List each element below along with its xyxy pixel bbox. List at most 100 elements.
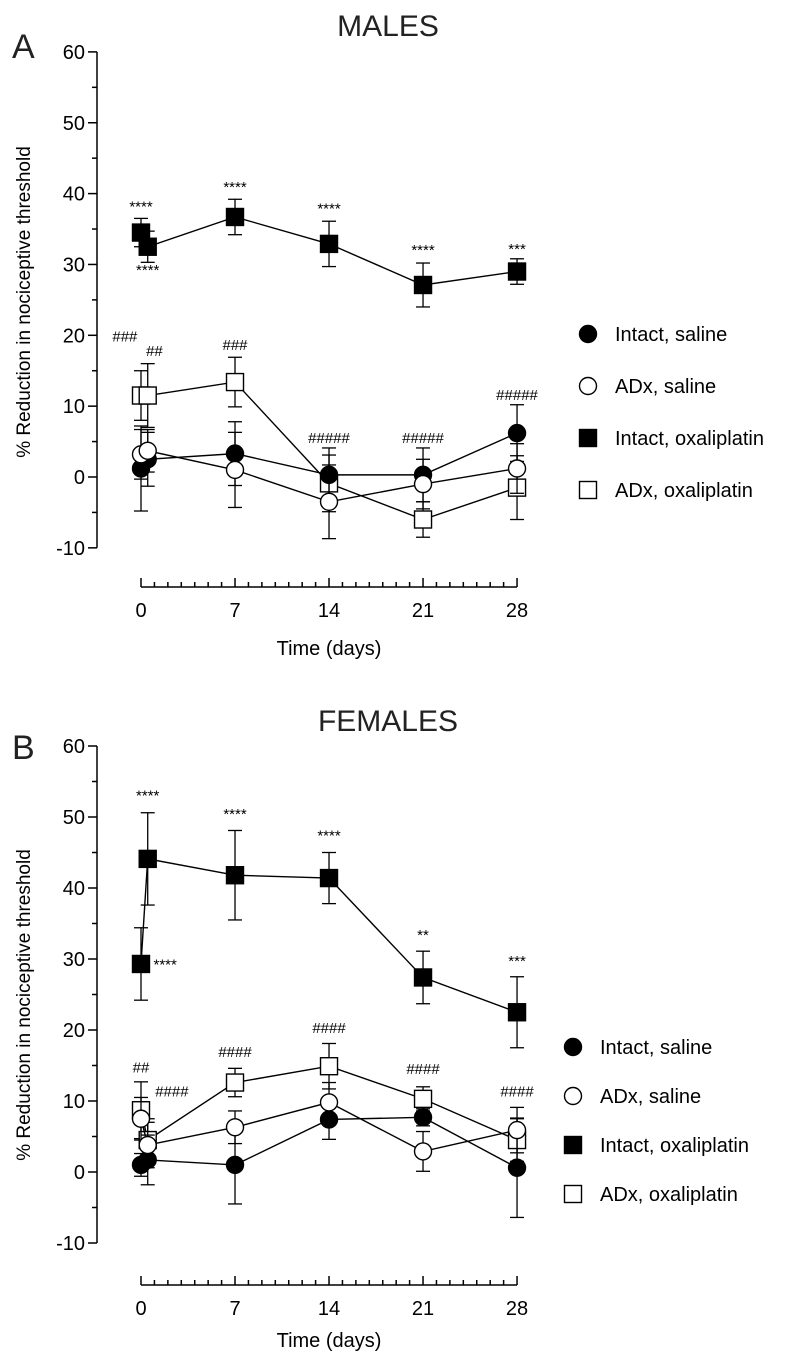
significance-annotation: #### [406, 1061, 440, 1078]
data-point [225, 460, 245, 480]
legend-item: ADx, saline [563, 1086, 701, 1108]
series-adx-saline [131, 428, 527, 540]
data-point [131, 1109, 151, 1128]
x-tick-label: 21 [412, 1298, 434, 1320]
significance-annotation: **** [153, 957, 177, 974]
data-point [507, 1120, 527, 1140]
legend-marker [578, 480, 598, 500]
y-axis-label: % Reduction in nociceptive threshold [14, 849, 35, 1161]
significance-annotation: **** [136, 788, 160, 805]
series-intact-oxaliplatin [131, 198, 527, 308]
chart-panel-a: MALES A -10 0 10 20 30 40 50 60 % Reduction in noc… [12, 10, 764, 660]
data-point [319, 1057, 339, 1076]
significance-annotation: #### [312, 1020, 346, 1037]
legend-item: Intact, oxaliplatin [578, 428, 764, 450]
series-line [140, 858, 518, 1013]
y-tick-label: 60 [63, 736, 85, 758]
legend-item: Intact, saline [578, 324, 727, 346]
significance-annotation: ### [112, 329, 138, 346]
data-point [319, 234, 339, 254]
data-point [225, 207, 245, 227]
legend-marker [563, 1135, 583, 1155]
chart-panel-b: FEMALES B -10 0 10 20 30 40 50 60 % Reduction in n… [12, 705, 749, 1352]
data-point [138, 441, 157, 460]
data-point [507, 459, 527, 478]
data-point [138, 237, 157, 256]
data-point [413, 1108, 433, 1127]
significance-annotation: ## [133, 1060, 150, 1077]
x-tick-label: 14 [318, 600, 340, 622]
data-point [138, 849, 157, 869]
legend-marker [563, 1184, 583, 1204]
panel-label: A [12, 28, 35, 66]
legend-label: ADx, oxaliplatin [615, 480, 753, 502]
series-adx-saline [131, 1081, 527, 1172]
y-tick-label: 50 [63, 807, 85, 829]
x-tick-label: 7 [229, 1298, 240, 1320]
data-point [319, 1093, 339, 1112]
y-tick-label: -10 [56, 1233, 85, 1255]
x-tick-label: 0 [135, 1298, 146, 1320]
significance-annotation: ##### [496, 387, 538, 404]
y-tick-label: 40 [63, 878, 85, 900]
data-point [225, 372, 245, 392]
legend-item: Intact, saline [563, 1037, 712, 1059]
legend-item: ADx, oxaliplatin [578, 480, 753, 502]
data-point [413, 1142, 433, 1161]
significance-annotation: #### [500, 1084, 534, 1101]
legend-marker [563, 1037, 583, 1057]
significance-annotation: **** [223, 806, 247, 823]
y-tick-label: 50 [63, 113, 85, 135]
significance-annotation: ##### [402, 430, 444, 447]
significance-annotation: **** [223, 179, 247, 196]
legend: Intact, saline ADx, saline Intact, oxalipl… [578, 324, 764, 502]
significance-annotation: **** [411, 242, 435, 259]
significance-annotation: **** [129, 198, 153, 215]
significance-annotation: ** [417, 927, 429, 944]
y-tick-label: 20 [63, 1020, 85, 1042]
y-tick-label: 0 [74, 467, 85, 489]
x-tick-label: 28 [506, 1298, 528, 1320]
panel-label: B [12, 729, 35, 767]
data-point [131, 954, 151, 974]
significance-annotation: **** [317, 827, 341, 844]
x-axis-label: Time (days) [277, 638, 382, 660]
data-point [138, 386, 157, 405]
significance-annotation: ## [146, 343, 163, 360]
data-point [225, 866, 245, 885]
legend-item: ADx, saline [578, 376, 716, 398]
legend-label: ADx, saline [600, 1086, 701, 1108]
legend-marker [578, 376, 598, 396]
y-tick-label: 10 [63, 1091, 85, 1113]
legend-label: ADx, saline [615, 376, 716, 398]
y-axis-label: % Reduction in nociceptive threshold [14, 146, 35, 458]
data-point [319, 492, 339, 511]
significance-annotation: #### [155, 1084, 189, 1101]
legend-label: Intact, oxaliplatin [600, 1135, 749, 1157]
x-tick-label: 21 [412, 600, 434, 622]
significance-annotation: #### [218, 1044, 252, 1061]
x-tick-label: 14 [318, 1298, 340, 1320]
y-tick-label: 10 [63, 396, 85, 418]
legend-marker [578, 428, 598, 448]
y-tick-label: -10 [56, 538, 85, 560]
data-point [413, 1089, 433, 1109]
data-point [507, 1158, 527, 1177]
significance-annotation: ### [222, 337, 248, 354]
significance-annotation: **** [136, 262, 160, 279]
significance-annotation: **** [317, 200, 341, 217]
series-intact-oxaliplatin [131, 812, 527, 1049]
y-tick-label: 40 [63, 184, 85, 206]
data-point [225, 1073, 245, 1092]
data-point [413, 474, 433, 494]
data-point [225, 1155, 245, 1175]
significance-annotation: *** [508, 953, 526, 970]
data-point [413, 275, 433, 295]
data-point [319, 868, 339, 888]
legend-label: Intact, oxaliplatin [615, 428, 764, 450]
data-point [413, 968, 433, 987]
data-point [507, 1003, 527, 1022]
legend-marker [563, 1086, 583, 1106]
legend-item: Intact, oxaliplatin [563, 1135, 749, 1157]
legend-label: ADx, oxaliplatin [600, 1184, 738, 1206]
